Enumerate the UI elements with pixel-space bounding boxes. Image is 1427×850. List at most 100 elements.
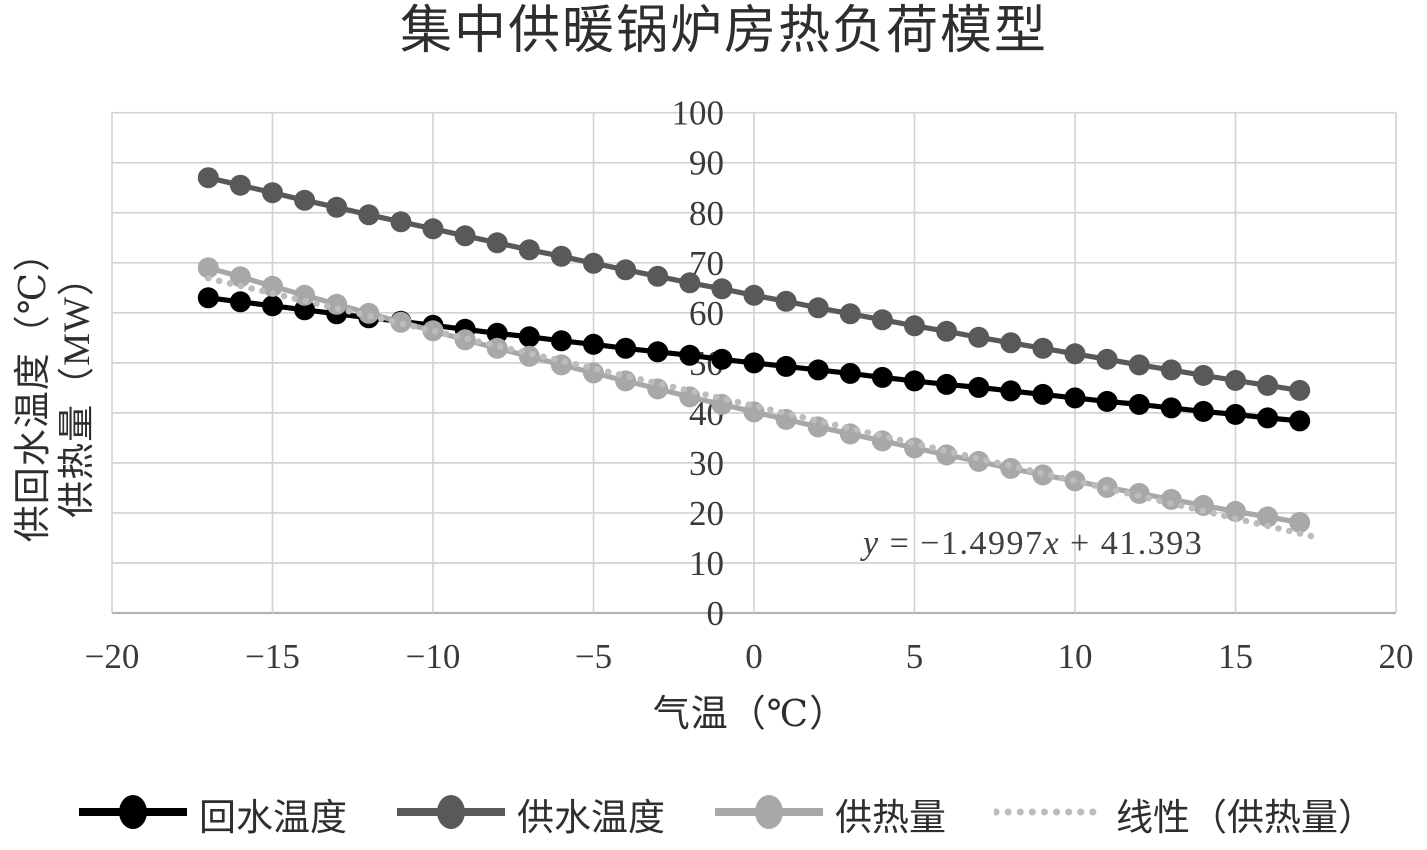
data-point <box>743 284 765 306</box>
data-point <box>871 366 893 388</box>
data-point <box>711 278 733 300</box>
data-point <box>518 239 540 261</box>
y-axis-title-line2: 供热量（MW） <box>57 258 98 518</box>
line-marker-glyph <box>397 794 505 829</box>
data-point <box>197 167 219 189</box>
data-point <box>615 337 637 359</box>
data-point <box>647 265 669 287</box>
y-tick-label: 100 <box>672 94 725 133</box>
legend-item-heat-load: 供热量 <box>713 787 946 841</box>
data-point <box>1257 407 1279 429</box>
line-marker-swatch-icon <box>77 792 189 837</box>
data-point <box>486 322 508 344</box>
data-point <box>1160 359 1182 381</box>
data-point <box>229 291 251 313</box>
data-point <box>1000 457 1022 479</box>
data-point <box>743 352 765 374</box>
data-point <box>486 232 508 254</box>
x-tick-label: 5 <box>906 637 924 676</box>
data-point <box>1128 354 1150 376</box>
data-point <box>197 257 219 279</box>
data-point <box>807 297 829 319</box>
legend-item-supply-temp: 供水温度 <box>395 787 665 841</box>
data-point <box>775 355 797 377</box>
data-point <box>839 362 861 384</box>
legend-label: 供热量 <box>835 798 946 839</box>
data-point <box>647 341 669 363</box>
y-tick-label: 0 <box>707 594 725 633</box>
line-marker-swatch-icon <box>713 792 825 837</box>
data-point <box>1289 379 1311 401</box>
data-point <box>1225 369 1246 391</box>
legend-item-linear-trend: 线性（供热量） <box>992 787 1375 841</box>
data-point <box>1192 400 1214 422</box>
legend-item-return-temp: 回水温度 <box>77 787 347 841</box>
data-point <box>615 259 637 281</box>
series-supply-temp <box>197 167 1311 401</box>
line-marker-glyph <box>715 794 823 829</box>
data-point <box>775 290 797 312</box>
x-tick-label: 0 <box>745 637 763 676</box>
data-point <box>1160 488 1182 510</box>
data-point <box>1032 337 1054 359</box>
data-point <box>229 174 251 196</box>
data-point <box>936 373 958 395</box>
data-point <box>197 287 219 309</box>
data-point <box>454 225 476 247</box>
data-point <box>1225 403 1246 425</box>
data-point <box>807 359 829 381</box>
data-point <box>1064 387 1086 409</box>
data-point <box>904 315 925 337</box>
data-point <box>968 326 990 348</box>
data-point <box>1192 494 1214 516</box>
y-tick-label: 80 <box>689 194 724 233</box>
y-tick-label: 20 <box>689 494 724 533</box>
data-point <box>1257 374 1279 396</box>
data-point <box>326 196 348 218</box>
y-axis-title-line1: 供回水温度（℃） <box>13 233 54 543</box>
data-point <box>1289 410 1311 432</box>
y-tick-label: 10 <box>689 544 724 583</box>
dotted-line-swatch-icon <box>992 792 1108 837</box>
legend-label: 线性（供热量） <box>1116 798 1375 839</box>
data-point <box>550 245 572 267</box>
legend: 回水温度 供水温度 供热量 线性（供热量） <box>77 787 1375 841</box>
data-point <box>936 320 958 342</box>
legend-label: 回水温度 <box>199 798 347 839</box>
x-tick-label: 20 <box>1379 637 1414 676</box>
chart-title: 集中供暖锅炉房热负荷模型 <box>399 3 1049 60</box>
line-marker-glyph <box>79 794 187 829</box>
x-tick-labels: −20 −15 −10 −5 0 5 10 15 20 <box>85 637 1414 676</box>
data-point <box>262 295 283 317</box>
data-point <box>1032 383 1054 405</box>
data-point <box>262 182 283 204</box>
data-point <box>871 309 893 331</box>
x-axis-title: 气温（℃） <box>652 694 848 735</box>
data-point <box>871 430 893 452</box>
data-point <box>358 204 380 226</box>
data-point <box>711 348 733 370</box>
data-point <box>679 344 701 366</box>
data-point <box>294 299 316 321</box>
data-point <box>583 252 604 274</box>
data-point <box>229 266 251 288</box>
data-point <box>1128 393 1150 415</box>
x-tick-label: 15 <box>1218 637 1253 676</box>
data-point <box>294 284 316 306</box>
data-point <box>1000 380 1022 402</box>
x-tick-label: 10 <box>1058 637 1093 676</box>
data-point <box>518 326 540 348</box>
data-point <box>1225 500 1246 522</box>
data-point <box>1257 506 1279 528</box>
data-point <box>326 293 348 315</box>
data-point <box>904 370 925 392</box>
data-point <box>390 211 412 233</box>
data-point <box>839 303 861 325</box>
trendline-equation: y = −1.4997x + 41.393 <box>860 525 1203 562</box>
y-axis-title: 供回水温度（℃） 供热量（MW） <box>12 234 100 542</box>
data-point <box>1160 397 1182 419</box>
data-point <box>1289 511 1311 533</box>
y-tick-label: 60 <box>689 294 724 333</box>
